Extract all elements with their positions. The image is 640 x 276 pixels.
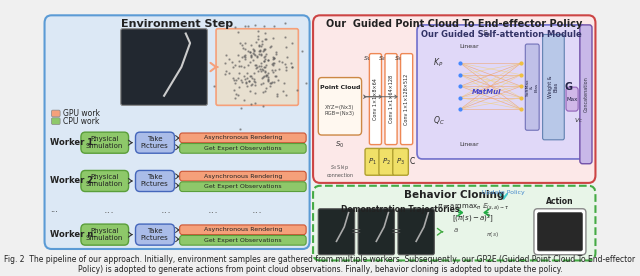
Point	[272, 94, 282, 98]
Point	[250, 53, 260, 57]
Point	[261, 73, 271, 77]
Point	[249, 48, 259, 53]
Point	[253, 43, 264, 47]
FancyBboxPatch shape	[180, 144, 306, 153]
Point	[232, 92, 242, 96]
Point	[260, 36, 271, 41]
FancyBboxPatch shape	[385, 54, 397, 145]
Point	[257, 42, 268, 47]
Point	[281, 68, 291, 72]
Point	[240, 57, 250, 62]
Text: Physical
Simulation: Physical Simulation	[86, 174, 123, 187]
Point	[242, 84, 252, 88]
Point	[258, 49, 268, 53]
FancyBboxPatch shape	[401, 54, 413, 145]
Point	[273, 77, 283, 82]
Point	[250, 100, 260, 105]
Point	[267, 80, 277, 84]
Point	[269, 55, 279, 60]
FancyBboxPatch shape	[81, 224, 129, 245]
Text: Worker 2:: Worker 2:	[50, 176, 96, 185]
Text: C: C	[410, 157, 415, 166]
Point	[239, 47, 250, 51]
Point	[271, 74, 281, 79]
Point	[225, 71, 235, 75]
Point	[282, 65, 292, 69]
Point	[253, 34, 263, 38]
Point	[255, 52, 266, 56]
Point	[259, 54, 269, 59]
Point	[244, 79, 254, 83]
Point	[245, 59, 255, 64]
Point	[246, 55, 257, 59]
Point	[254, 49, 264, 54]
Text: $S_3$: $S_3$	[394, 54, 402, 63]
FancyBboxPatch shape	[45, 15, 310, 249]
Point	[239, 98, 249, 102]
Point	[257, 75, 268, 79]
Point	[280, 45, 291, 49]
FancyBboxPatch shape	[580, 25, 592, 164]
Point	[250, 23, 260, 27]
Point	[282, 55, 292, 59]
Text: Worker 1:: Worker 1:	[50, 138, 96, 147]
Point	[259, 59, 269, 63]
Text: Conv 1×1×8×64: Conv 1×1×8×64	[373, 78, 378, 120]
FancyBboxPatch shape	[566, 87, 578, 111]
Point	[254, 64, 264, 68]
Point	[286, 61, 296, 65]
Text: $P_3$: $P_3$	[396, 157, 405, 167]
Text: ...: ...	[104, 205, 115, 215]
FancyBboxPatch shape	[180, 235, 306, 245]
Point	[236, 77, 246, 82]
Point	[258, 90, 268, 94]
Text: Point Cloud: Point Cloud	[320, 85, 360, 90]
Point	[234, 84, 244, 89]
Point	[236, 105, 246, 110]
Text: Physical
Simulation: Physical Simulation	[86, 136, 123, 149]
Text: Demonstration Trajectories: Demonstration Trajectories	[340, 205, 459, 214]
FancyBboxPatch shape	[543, 34, 564, 140]
Point	[248, 58, 258, 62]
Point	[253, 29, 263, 33]
Point	[221, 52, 231, 57]
Text: $\pi = \mathrm{argmax}_{\pi}\ \mathbb{E}_{(s,a)\sim\tau}$: $\pi = \mathrm{argmax}_{\pi}\ \mathbb{E}…	[437, 201, 509, 212]
Point	[247, 76, 257, 80]
Text: =: =	[351, 225, 362, 238]
FancyBboxPatch shape	[51, 118, 60, 124]
Point	[257, 67, 268, 71]
Point	[256, 61, 266, 65]
Text: $V_C$: $V_C$	[574, 116, 584, 125]
Point	[262, 58, 273, 63]
Point	[260, 89, 270, 93]
Point	[263, 58, 273, 62]
Point	[246, 53, 256, 57]
Point	[301, 80, 312, 85]
Point	[209, 84, 219, 88]
Point	[242, 76, 252, 81]
FancyBboxPatch shape	[81, 171, 129, 192]
Point	[270, 68, 280, 72]
Text: $a$: $a$	[453, 226, 459, 234]
Point	[259, 69, 269, 73]
Point	[256, 53, 266, 57]
Point	[233, 30, 243, 34]
FancyBboxPatch shape	[398, 209, 435, 255]
Point	[264, 84, 275, 89]
Point	[230, 96, 240, 100]
Point	[227, 65, 237, 70]
Text: =: =	[391, 225, 401, 238]
Point	[250, 63, 260, 67]
Text: Linear: Linear	[459, 44, 479, 49]
Point	[269, 56, 279, 60]
Text: XYZ=(Nx3)
RGB=(Nx3): XYZ=(Nx3) RGB=(Nx3)	[325, 105, 355, 116]
Point	[237, 43, 247, 47]
Point	[260, 54, 270, 58]
Point	[234, 41, 244, 46]
Text: Our Guided Self-attention Module: Our Guided Self-attention Module	[421, 30, 582, 39]
Point	[248, 51, 259, 55]
Point	[259, 23, 269, 28]
Text: ...: ...	[252, 205, 262, 215]
Text: ...: ...	[161, 205, 172, 215]
Point	[269, 24, 279, 28]
